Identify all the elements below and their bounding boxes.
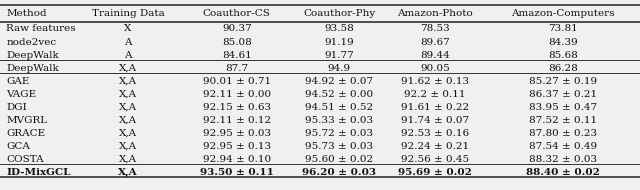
Text: VAGE: VAGE bbox=[6, 89, 36, 99]
Text: Coauthor-CS: Coauthor-CS bbox=[203, 9, 271, 18]
Text: 93.50 ± 0.11: 93.50 ± 0.11 bbox=[200, 168, 274, 177]
Text: X,A: X,A bbox=[119, 142, 137, 151]
Text: 91.61 ± 0.22: 91.61 ± 0.22 bbox=[401, 103, 469, 112]
Text: Amazon-Photo: Amazon-Photo bbox=[397, 9, 473, 18]
Text: 87.54 ± 0.49: 87.54 ± 0.49 bbox=[529, 142, 597, 151]
Text: 90.05: 90.05 bbox=[420, 63, 450, 73]
Text: 92.24 ± 0.21: 92.24 ± 0.21 bbox=[401, 142, 469, 151]
Text: 92.2 ± 0.11: 92.2 ± 0.11 bbox=[404, 89, 466, 99]
Text: Coauthor-Phy: Coauthor-Phy bbox=[303, 9, 375, 18]
Text: 95.33 ± 0.03: 95.33 ± 0.03 bbox=[305, 116, 373, 125]
Text: 85.68: 85.68 bbox=[548, 51, 578, 59]
Text: 86.28: 86.28 bbox=[548, 63, 578, 73]
Text: COSTA: COSTA bbox=[6, 155, 44, 164]
Text: DGI: DGI bbox=[6, 103, 27, 112]
Text: 86.37 ± 0.21: 86.37 ± 0.21 bbox=[529, 89, 597, 99]
Text: 91.77: 91.77 bbox=[324, 51, 354, 59]
Text: Method: Method bbox=[6, 9, 47, 18]
Text: 95.73 ± 0.03: 95.73 ± 0.03 bbox=[305, 142, 373, 151]
Text: 92.11 ± 0.12: 92.11 ± 0.12 bbox=[203, 116, 271, 125]
Text: 90.37: 90.37 bbox=[222, 25, 252, 33]
Text: GRACE: GRACE bbox=[6, 129, 45, 138]
Text: 90.01 ± 0.71: 90.01 ± 0.71 bbox=[203, 77, 271, 86]
Text: GAE: GAE bbox=[6, 77, 30, 86]
Text: X,A: X,A bbox=[119, 155, 137, 164]
Text: GCA: GCA bbox=[6, 142, 30, 151]
Text: 94.52 ± 0.00: 94.52 ± 0.00 bbox=[305, 89, 373, 99]
Text: 73.81: 73.81 bbox=[548, 25, 578, 33]
Text: 94.9: 94.9 bbox=[328, 63, 351, 73]
Text: 88.40 ± 0.02: 88.40 ± 0.02 bbox=[526, 168, 600, 177]
Text: A: A bbox=[124, 37, 132, 47]
Text: 92.53 ± 0.16: 92.53 ± 0.16 bbox=[401, 129, 469, 138]
Text: 92.95 ± 0.03: 92.95 ± 0.03 bbox=[203, 129, 271, 138]
Text: 92.15 ± 0.63: 92.15 ± 0.63 bbox=[203, 103, 271, 112]
Text: 91.19: 91.19 bbox=[324, 37, 354, 47]
Text: 87.80 ± 0.23: 87.80 ± 0.23 bbox=[529, 129, 597, 138]
Text: 87.7: 87.7 bbox=[225, 63, 248, 73]
Text: 95.60 ± 0.02: 95.60 ± 0.02 bbox=[305, 155, 373, 164]
Text: 85.08: 85.08 bbox=[222, 37, 252, 47]
Text: Training Data: Training Data bbox=[92, 9, 164, 18]
Text: 96.20 ± 0.03: 96.20 ± 0.03 bbox=[302, 168, 376, 177]
Text: 85.27 ± 0.19: 85.27 ± 0.19 bbox=[529, 77, 597, 86]
Text: 91.62 ± 0.13: 91.62 ± 0.13 bbox=[401, 77, 469, 86]
Text: X,A: X,A bbox=[119, 89, 137, 99]
Text: 95.72 ± 0.03: 95.72 ± 0.03 bbox=[305, 129, 373, 138]
Text: DeepWalk: DeepWalk bbox=[6, 63, 59, 73]
Text: 84.39: 84.39 bbox=[548, 37, 578, 47]
Text: 92.94 ± 0.10: 92.94 ± 0.10 bbox=[203, 155, 271, 164]
Text: 91.74 ± 0.07: 91.74 ± 0.07 bbox=[401, 116, 469, 125]
Text: node2vec: node2vec bbox=[6, 37, 56, 47]
Text: 93.58: 93.58 bbox=[324, 25, 354, 33]
Text: X: X bbox=[124, 25, 132, 33]
Text: DeepWalk: DeepWalk bbox=[6, 51, 59, 59]
Text: 92.11 ± 0.00: 92.11 ± 0.00 bbox=[203, 89, 271, 99]
Text: 88.32 ± 0.03: 88.32 ± 0.03 bbox=[529, 155, 597, 164]
Text: ID-MixGCL: ID-MixGCL bbox=[6, 168, 71, 177]
Text: 94.51 ± 0.52: 94.51 ± 0.52 bbox=[305, 103, 373, 112]
Text: A: A bbox=[124, 51, 132, 59]
Text: Raw features: Raw features bbox=[6, 25, 76, 33]
Text: 92.56 ± 0.45: 92.56 ± 0.45 bbox=[401, 155, 469, 164]
Text: 83.95 ± 0.47: 83.95 ± 0.47 bbox=[529, 103, 597, 112]
Text: 92.95 ± 0.13: 92.95 ± 0.13 bbox=[203, 142, 271, 151]
Text: X,A: X,A bbox=[119, 116, 137, 125]
Text: 78.53: 78.53 bbox=[420, 25, 450, 33]
Text: Amazon-Computers: Amazon-Computers bbox=[511, 9, 615, 18]
Text: X,A: X,A bbox=[119, 103, 137, 112]
Text: X,A: X,A bbox=[119, 129, 137, 138]
Text: X,A: X,A bbox=[119, 63, 137, 73]
Text: 89.44: 89.44 bbox=[420, 51, 450, 59]
Text: 95.69 ± 0.02: 95.69 ± 0.02 bbox=[398, 168, 472, 177]
Text: 84.61: 84.61 bbox=[222, 51, 252, 59]
Text: MVGRL: MVGRL bbox=[6, 116, 47, 125]
Text: X,A: X,A bbox=[118, 168, 138, 177]
Text: 87.52 ± 0.11: 87.52 ± 0.11 bbox=[529, 116, 597, 125]
Text: 89.67: 89.67 bbox=[420, 37, 450, 47]
Text: 94.92 ± 0.07: 94.92 ± 0.07 bbox=[305, 77, 373, 86]
Text: X,A: X,A bbox=[119, 77, 137, 86]
